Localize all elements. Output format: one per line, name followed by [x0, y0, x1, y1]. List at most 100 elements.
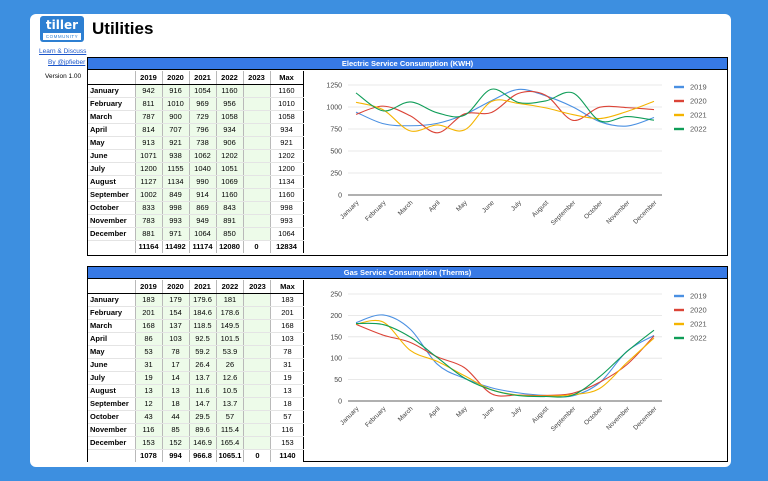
table-cell[interactable]: 118.5 [189, 319, 217, 333]
table-cell[interactable]: 1064 [270, 227, 304, 241]
table-cell[interactable]: 1002 [135, 188, 163, 202]
table-cell[interactable]: 900 [162, 110, 190, 124]
table-cell[interactable]: 146.9 [189, 436, 217, 450]
table-cell[interactable]: 103 [270, 332, 305, 346]
table-cell[interactable]: 19 [135, 371, 163, 385]
table-cell[interactable]: 966.8 [189, 448, 217, 462]
table-cell[interactable]: 11174 [189, 239, 217, 253]
table-cell[interactable]: 1040 [189, 162, 217, 176]
table-cell[interactable]: 1160 [270, 84, 304, 98]
table-cell[interactable] [243, 188, 271, 202]
row-label[interactable]: April [88, 332, 136, 346]
column-header[interactable]: 2019 [135, 71, 163, 85]
table-cell[interactable]: 843 [216, 201, 244, 215]
row-label[interactable] [88, 448, 136, 462]
table-cell[interactable]: 891 [216, 214, 244, 228]
row-label[interactable]: December [88, 227, 136, 241]
table-cell[interactable]: 116 [135, 423, 163, 437]
table-cell[interactable]: 19 [270, 371, 305, 385]
table-cell[interactable] [243, 410, 272, 424]
table-cell[interactable]: 934 [216, 123, 244, 137]
table-cell[interactable]: 811 [135, 97, 163, 111]
table-cell[interactable]: 57 [270, 410, 305, 424]
table-cell[interactable]: 11492 [162, 239, 190, 253]
column-header[interactable]: 2021 [189, 280, 217, 294]
column-header[interactable]: 2020 [162, 280, 190, 294]
table-cell[interactable] [243, 306, 272, 320]
table-cell[interactable] [243, 201, 271, 215]
column-header[interactable]: Max [270, 71, 304, 85]
table-cell[interactable]: 1155 [162, 162, 190, 176]
table-cell[interactable] [243, 423, 272, 437]
table-cell[interactable]: 1071 [135, 149, 163, 163]
table-cell[interactable] [243, 162, 271, 176]
table-cell[interactable]: 0 [243, 239, 271, 253]
table-cell[interactable]: 1160 [270, 188, 304, 202]
table-cell[interactable] [243, 136, 271, 150]
table-cell[interactable]: 1058 [270, 110, 304, 124]
table-cell[interactable]: 814 [135, 123, 163, 137]
table-cell[interactable]: 26 [216, 358, 245, 372]
table-cell[interactable]: 914 [189, 188, 217, 202]
column-header[interactable]: 2021 [189, 71, 217, 85]
table-cell[interactable]: 13.7 [189, 371, 217, 385]
row-label[interactable]: November [88, 423, 136, 437]
table-cell[interactable]: 921 [270, 136, 304, 150]
table-cell[interactable]: 1134 [270, 175, 304, 189]
table-cell[interactable]: 14 [162, 371, 190, 385]
table-cell[interactable]: 1134 [162, 175, 190, 189]
row-label[interactable]: March [88, 319, 136, 333]
table-cell[interactable]: 152 [162, 436, 190, 450]
table-cell[interactable]: 913 [135, 136, 163, 150]
table-cell[interactable]: 31 [135, 358, 163, 372]
table-cell[interactable]: 934 [270, 123, 304, 137]
table-cell[interactable]: 85 [162, 423, 190, 437]
table-cell[interactable]: 101.5 [216, 332, 245, 346]
row-label[interactable]: January [88, 84, 136, 98]
table-cell[interactable]: 1078 [135, 448, 163, 462]
table-cell[interactable]: 137 [162, 319, 190, 333]
table-cell[interactable]: 881 [135, 227, 163, 241]
table-cell[interactable] [243, 332, 272, 346]
table-cell[interactable] [243, 293, 272, 307]
table-cell[interactable]: 13 [162, 384, 190, 398]
table-cell[interactable] [243, 358, 272, 372]
table-cell[interactable]: 78 [270, 345, 305, 359]
row-label[interactable]: July [88, 371, 136, 385]
table-cell[interactable]: 18 [270, 397, 305, 411]
table-cell[interactable]: 1054 [189, 84, 217, 98]
table-cell[interactable]: 184.6 [189, 306, 217, 320]
learn-discuss-link[interactable]: Learn & Discuss [39, 48, 87, 55]
table-cell[interactable]: 833 [135, 201, 163, 215]
row-label[interactable] [88, 239, 136, 253]
table-cell[interactable]: 916 [162, 84, 190, 98]
row-label[interactable]: April [88, 123, 136, 137]
table-cell[interactable]: 1058 [216, 110, 244, 124]
table-cell[interactable]: 18 [162, 397, 190, 411]
table-cell[interactable]: 707 [162, 123, 190, 137]
row-label[interactable]: February [88, 97, 136, 111]
table-cell[interactable]: 1200 [135, 162, 163, 176]
table-cell[interactable]: 969 [189, 97, 217, 111]
table-cell[interactable]: 1202 [216, 149, 244, 163]
table-cell[interactable]: 949 [189, 214, 217, 228]
table-cell[interactable]: 103 [162, 332, 190, 346]
table-cell[interactable]: 116 [270, 423, 305, 437]
table-cell[interactable]: 13.7 [216, 397, 245, 411]
row-label[interactable]: May [88, 345, 136, 359]
author-link[interactable]: By @jpfieber [48, 59, 86, 66]
table-cell[interactable]: 849 [162, 188, 190, 202]
table-cell[interactable]: 1200 [270, 162, 304, 176]
table-cell[interactable]: 783 [135, 214, 163, 228]
table-cell[interactable]: 942 [135, 84, 163, 98]
row-label[interactable]: January [88, 293, 136, 307]
table-cell[interactable] [243, 149, 271, 163]
table-cell[interactable]: 1062 [189, 149, 217, 163]
table-cell[interactable]: 787 [135, 110, 163, 124]
table-cell[interactable]: 12834 [270, 239, 304, 253]
table-cell[interactable]: 869 [189, 201, 217, 215]
column-header[interactable]: 2023 [243, 71, 271, 85]
table-cell[interactable]: 1051 [216, 162, 244, 176]
table-cell[interactable]: 1069 [216, 175, 244, 189]
table-cell[interactable]: 31 [270, 358, 305, 372]
